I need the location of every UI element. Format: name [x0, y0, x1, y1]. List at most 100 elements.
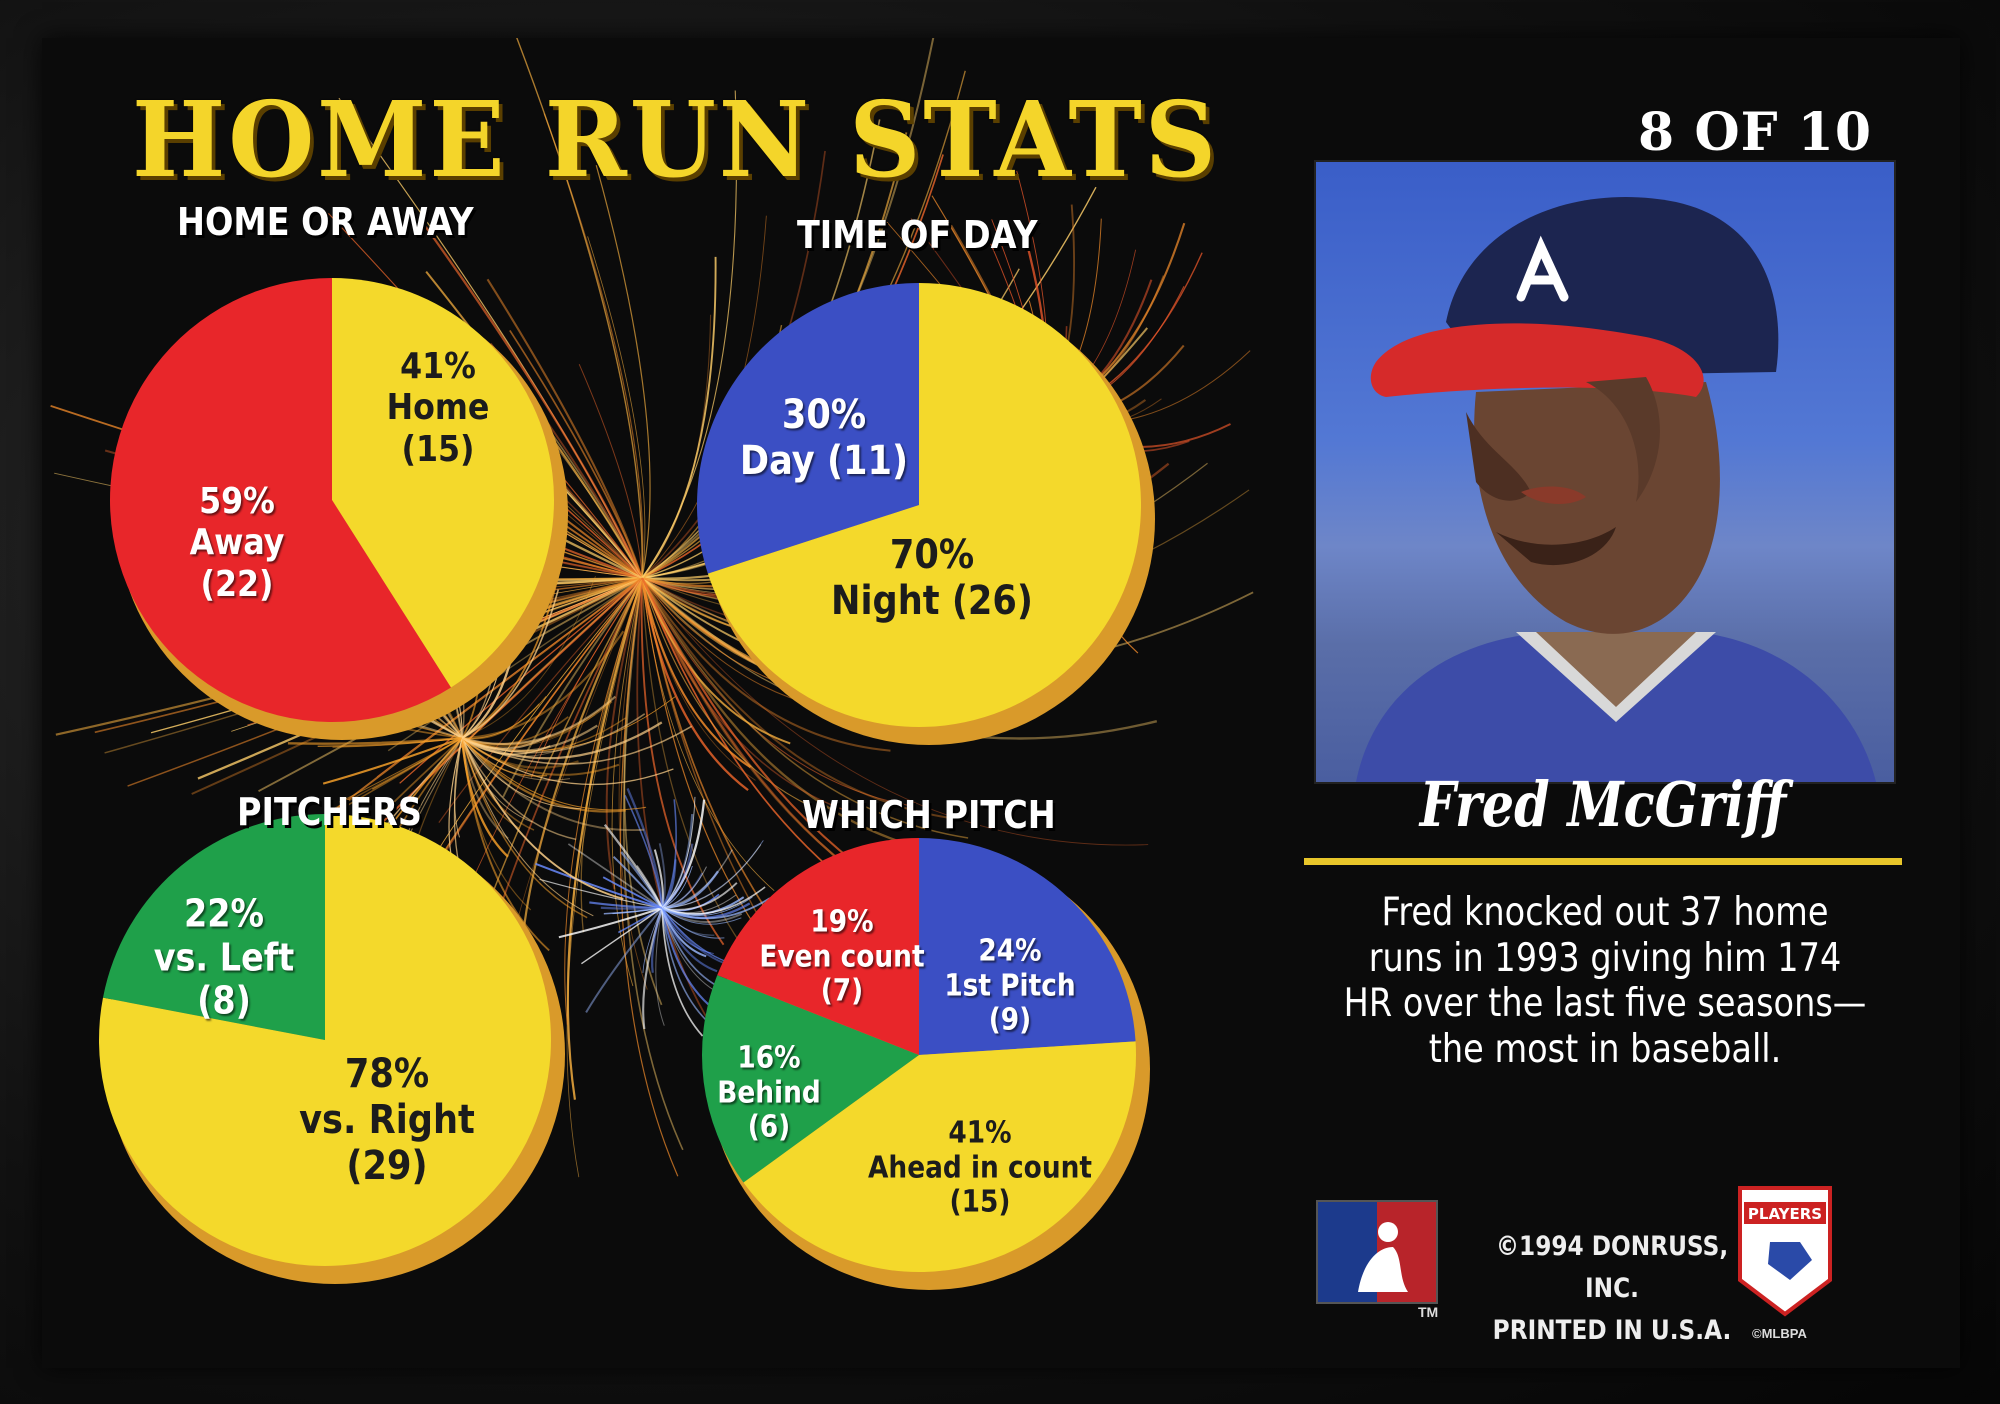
pie-slice-vs-right — [98, 814, 551, 1266]
firework-streak — [421, 221, 644, 579]
firework-streak — [641, 577, 908, 806]
pie-slice-even-count — [717, 838, 919, 1055]
players-association-logo: PLAYERS — [1738, 1186, 1832, 1317]
firework-streak — [605, 577, 643, 890]
pie-data-label: 41% Home (15) — [387, 346, 490, 470]
pie-title-3: PITCHERS — [237, 790, 422, 834]
pie-data-label-line: (6) — [747, 1109, 791, 1145]
pie-data-label-line: Night (26) — [830, 578, 1034, 624]
mlbpa-mark: ©MLBPA — [1752, 1326, 1807, 1341]
pie-data-label-line: (9) — [988, 1002, 1032, 1038]
firework-streak — [461, 696, 676, 752]
firework-streak — [581, 907, 663, 965]
firework-streak — [522, 577, 643, 932]
firework-streak — [661, 796, 696, 909]
pie-slice-day — [697, 283, 919, 574]
pie-data-label-line: Ahead in count — [867, 1149, 1093, 1185]
firework-streak — [585, 907, 663, 1013]
pie-data-label-line: 19% — [810, 904, 874, 940]
firework-streak — [371, 737, 463, 790]
firework-streak — [641, 577, 1149, 846]
pie-slice-behind — [702, 975, 919, 1183]
pie-data-label: 59% Away (22) — [190, 481, 285, 605]
firework-streak — [658, 843, 666, 909]
pie-data-label-line: vs. Right — [299, 1097, 475, 1143]
pie-data-label-line: (15) — [949, 1184, 1011, 1220]
pie-data-label: 70% Night (26) — [831, 532, 1033, 624]
firework-streak — [535, 862, 663, 909]
pie-data-label-line: 1st Pitch — [944, 967, 1076, 1003]
firework-streak — [456, 577, 643, 752]
firework-streak — [650, 907, 664, 973]
baseball-card-back: HOME RUN STATS 8 OF 10 HOME OR AWAY 41% Ho… — [42, 38, 1960, 1368]
firework-streak — [661, 866, 707, 909]
mlb-logo — [1316, 1200, 1438, 1304]
firework-streak — [661, 907, 721, 995]
firework-streak — [655, 907, 665, 1026]
firework-streak — [461, 737, 550, 952]
firework-streak — [461, 737, 588, 919]
firework-streak — [461, 737, 620, 776]
copyright: ©1994 DONRUSS, INC. PRINTED IN U.S.A. — [1474, 1226, 1749, 1352]
pie-slice-vs-left — [103, 814, 325, 1040]
firework-streak — [642, 907, 664, 1030]
firework-streak — [322, 737, 463, 785]
firework-streak — [461, 695, 617, 745]
pie-data-label: 24% 1st Pitch (9) — [944, 934, 1075, 1038]
firework-streak — [539, 878, 663, 909]
firework-streak — [461, 714, 596, 748]
firework-streak — [566, 577, 644, 1100]
player-bio: Fred knocked out 37 home runs in 1993 gi… — [1343, 890, 1867, 1072]
firework-streak — [641, 577, 961, 821]
pie-data-label-line: 59% — [199, 480, 275, 522]
firework-streak — [611, 577, 643, 987]
firework-streak — [461, 575, 596, 739]
firework-streak — [461, 737, 626, 813]
players-logo-text: PLAYERS — [1748, 1205, 1822, 1223]
firework-streak — [661, 907, 712, 1026]
firework-streak — [661, 907, 707, 958]
pie-data-label: 19% Even count (7) — [759, 905, 924, 1009]
copyright-line-1: ©1994 DONRUSS, INC. — [1495, 1231, 1729, 1304]
firework-streak — [461, 725, 693, 765]
pie-slice-night — [707, 283, 1141, 727]
pie-slice-home — [332, 278, 554, 688]
firework-streak — [438, 577, 643, 824]
firework-streak — [623, 577, 684, 1151]
firework-streak — [454, 737, 463, 838]
card-number: 8 OF 10 — [1638, 102, 1872, 163]
firework-streak — [461, 737, 579, 769]
card-title: HOME RUN STATS — [132, 78, 1219, 201]
pie-data-label-line: 70% — [889, 532, 975, 578]
pie-data-label-line: (29) — [346, 1143, 428, 1189]
pie-data-label-line: (15) — [401, 428, 475, 470]
firework-streak — [405, 737, 463, 838]
pie-data-label-line: (22) — [200, 563, 274, 605]
firework-streak — [661, 882, 738, 911]
firework-streak — [641, 577, 812, 808]
pie-data-label-line: 30% — [781, 392, 867, 438]
pie-chart-1 — [109, 278, 568, 740]
firework-streak — [486, 278, 643, 579]
pie-data-label: 16% Behind (6) — [717, 1041, 821, 1145]
firework-streak — [661, 843, 694, 909]
firework-streak — [661, 799, 706, 909]
pie-chart-2 — [697, 283, 1155, 745]
firework-streak — [589, 901, 663, 910]
firework-streak — [595, 165, 651, 579]
pie-data-label-line: 41% — [948, 1115, 1012, 1151]
pie-data-label-line: 22% — [183, 891, 265, 936]
firework-streak — [641, 577, 791, 745]
firework-streak — [461, 589, 560, 739]
firework-streak — [661, 897, 771, 920]
firework-streak — [461, 737, 624, 900]
pie-data-label-line: 78% — [344, 1051, 430, 1097]
pie-chart-3 — [98, 814, 565, 1284]
pie-slice-ahead-in-count — [743, 1041, 1136, 1272]
pie-title-1: HOME OR AWAY — [177, 200, 474, 244]
firework-streak — [461, 737, 577, 841]
firework-streak — [653, 849, 664, 909]
firework-streak — [640, 577, 752, 769]
divider — [1304, 858, 1902, 865]
firework-streak — [387, 577, 643, 752]
